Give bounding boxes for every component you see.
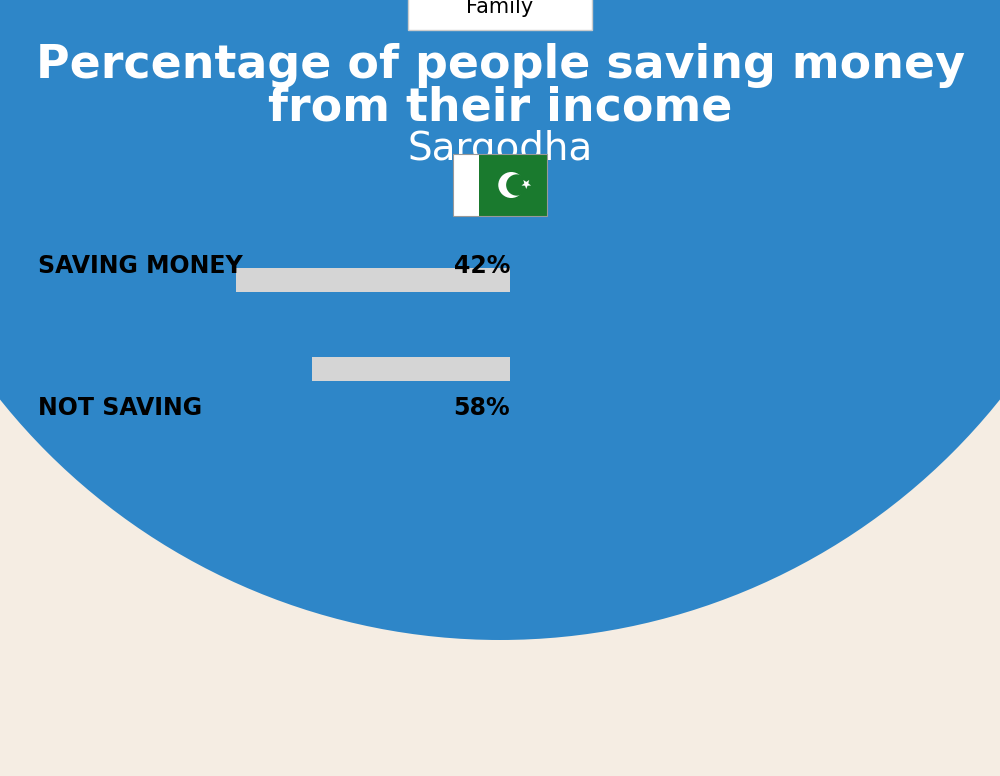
Text: Sargodha: Sargodha xyxy=(407,130,593,168)
Circle shape xyxy=(0,0,1000,640)
Text: Family: Family xyxy=(466,0,534,17)
Bar xyxy=(453,154,479,216)
Text: SAVING MONEY: SAVING MONEY xyxy=(38,254,243,278)
Bar xyxy=(38,357,312,381)
Bar xyxy=(453,154,547,216)
Polygon shape xyxy=(522,180,531,189)
Text: NOT SAVING: NOT SAVING xyxy=(38,396,202,420)
Bar xyxy=(479,154,547,216)
Text: 42%: 42% xyxy=(454,254,510,278)
Bar xyxy=(38,357,510,381)
Text: 58%: 58% xyxy=(453,396,510,420)
Text: Percentage of people saving money: Percentage of people saving money xyxy=(36,43,964,88)
Bar xyxy=(38,268,236,292)
Circle shape xyxy=(506,175,527,196)
Circle shape xyxy=(498,172,524,198)
Text: from their income: from their income xyxy=(268,85,732,130)
FancyBboxPatch shape xyxy=(408,0,592,30)
Bar xyxy=(38,268,510,292)
